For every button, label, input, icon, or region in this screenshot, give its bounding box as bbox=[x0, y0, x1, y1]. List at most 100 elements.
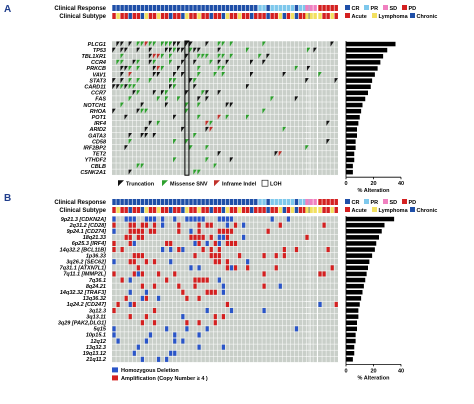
subtype-cell bbox=[302, 13, 307, 19]
cnv-mark bbox=[161, 222, 165, 228]
mutation-mark bbox=[217, 65, 222, 71]
subtype-cell bbox=[169, 207, 173, 213]
mutation-mark bbox=[124, 65, 128, 71]
mutation-mark bbox=[120, 41, 124, 47]
subtype-cell bbox=[229, 207, 234, 213]
mutation-mark bbox=[197, 114, 201, 120]
gene-label: PLCG1 bbox=[88, 42, 106, 48]
response-cell bbox=[245, 199, 250, 205]
cnv-mark bbox=[169, 247, 173, 253]
mutation-mark bbox=[164, 41, 169, 47]
mutation-mark bbox=[262, 108, 266, 114]
subtype-cell bbox=[152, 13, 157, 19]
mutation-mark bbox=[326, 139, 330, 145]
mutation-mark bbox=[197, 65, 201, 71]
subtype-legend-label: Chronic bbox=[417, 14, 438, 20]
mutation-mark bbox=[177, 47, 181, 53]
mutation-mark bbox=[213, 163, 217, 169]
cnv-mark bbox=[237, 253, 242, 259]
response-cell bbox=[286, 5, 291, 11]
mutation-mark bbox=[189, 145, 193, 151]
cnv-mark bbox=[294, 247, 299, 253]
cnv-mark bbox=[217, 240, 221, 246]
cnv-mark bbox=[225, 259, 230, 265]
response-cell bbox=[326, 199, 330, 205]
cnv-mark bbox=[128, 259, 132, 265]
alteration-bar bbox=[346, 60, 381, 65]
cnv-mark bbox=[278, 283, 282, 289]
response-cell bbox=[152, 199, 157, 205]
mutation-mark bbox=[177, 96, 181, 102]
response-cell bbox=[258, 199, 262, 205]
subtype-legend-swatch bbox=[372, 207, 377, 212]
subtype-cell bbox=[140, 13, 145, 19]
mutation-mark bbox=[278, 151, 282, 157]
cnv-mark bbox=[165, 326, 169, 332]
response-cell bbox=[132, 199, 136, 205]
mutation-mark bbox=[128, 169, 132, 175]
mutation-mark bbox=[156, 53, 161, 59]
cnv-mark bbox=[193, 277, 197, 283]
response-cell bbox=[298, 5, 303, 11]
response-cell bbox=[152, 5, 157, 11]
cnv-mark bbox=[136, 265, 140, 271]
cnv-legend-swatch bbox=[112, 375, 118, 381]
mutation-mark bbox=[156, 65, 161, 71]
mutation-mark bbox=[225, 114, 230, 120]
panel-letter-b: B bbox=[4, 193, 11, 204]
subtype-cell bbox=[225, 207, 230, 213]
cnv-mark bbox=[246, 265, 250, 271]
response-cell bbox=[140, 5, 145, 11]
mutation-mark bbox=[128, 41, 132, 47]
subtype-cell bbox=[309, 13, 313, 19]
response-cell bbox=[237, 5, 242, 11]
mutation-mark bbox=[185, 90, 189, 96]
gene-label: FAS bbox=[95, 97, 106, 103]
mutation-mark bbox=[181, 59, 185, 65]
response-cell bbox=[309, 199, 313, 205]
subtype-cell bbox=[189, 13, 193, 19]
mutation-mark bbox=[136, 47, 141, 53]
response-cell bbox=[298, 199, 303, 205]
subtype-cell bbox=[217, 207, 222, 213]
subtype-cell bbox=[254, 13, 258, 19]
cnv-mark bbox=[124, 216, 128, 222]
cnv-mark bbox=[225, 222, 230, 228]
mutation-mark bbox=[193, 84, 197, 90]
cnv-mark bbox=[112, 259, 116, 265]
alteration-bar bbox=[346, 47, 388, 53]
cnv-mark bbox=[217, 216, 221, 222]
x-tick-label: 40 bbox=[398, 181, 404, 187]
cnv-mark bbox=[136, 234, 140, 240]
response-cell bbox=[160, 199, 165, 205]
region-label: 12q12 bbox=[90, 339, 106, 345]
cnv-mark bbox=[205, 222, 209, 228]
cnv-mark bbox=[229, 308, 234, 314]
mutation-mark bbox=[205, 145, 209, 151]
cnv-mark bbox=[217, 277, 221, 283]
subtype-cell bbox=[112, 207, 116, 213]
mutation-legend-label: Inframe Indel bbox=[222, 182, 257, 188]
mutation-mark bbox=[164, 102, 169, 108]
cnv-mark bbox=[140, 222, 144, 228]
subtype-cell bbox=[254, 207, 258, 213]
response-cell bbox=[189, 199, 193, 205]
response-cell bbox=[201, 199, 205, 205]
cnv-legend-label: Homozygous Deletion bbox=[121, 368, 179, 374]
mutation-mark bbox=[245, 114, 250, 120]
header-row-label: Clinical Subtype bbox=[59, 208, 106, 214]
cnv-mark bbox=[128, 289, 132, 295]
subtype-cell bbox=[181, 207, 185, 213]
mutation-mark bbox=[270, 96, 274, 102]
response-cell bbox=[241, 5, 246, 11]
cnv-mark bbox=[229, 240, 234, 246]
subtype-cell bbox=[164, 13, 169, 19]
response-cell bbox=[270, 5, 274, 11]
mutation-mark bbox=[152, 53, 157, 59]
cnv-mark bbox=[152, 259, 157, 265]
mutation-mark bbox=[148, 120, 153, 126]
mutation-mark bbox=[128, 78, 132, 84]
mutation-mark bbox=[201, 90, 205, 96]
mutation-mark bbox=[169, 47, 173, 53]
mutation-mark bbox=[128, 139, 132, 145]
